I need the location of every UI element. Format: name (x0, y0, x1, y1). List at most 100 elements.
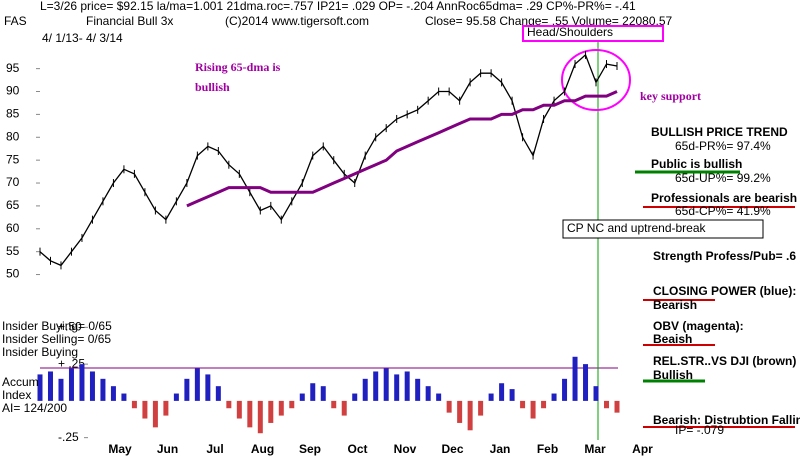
copyright: (C)2014 www.tigersoft.com (225, 14, 369, 28)
y-tick-label: 90 (6, 84, 20, 98)
accum-bar (194, 368, 200, 401)
accum-bar (68, 368, 74, 401)
accum-bar (562, 378, 568, 401)
accum-bar (383, 368, 389, 401)
y-tick-label: 70 (6, 175, 20, 189)
side-note: OBV (magenta): (653, 319, 744, 333)
accum-bar (173, 393, 179, 401)
x-tick-label: Nov (394, 442, 417, 456)
accum-bar (572, 356, 578, 401)
accum-bar (79, 364, 85, 401)
side-note: Bearish (653, 298, 697, 312)
label-box (562, 219, 764, 239)
accum-bar (457, 400, 463, 423)
annotation: key support (640, 89, 701, 103)
accum-bar (226, 400, 232, 409)
accum-bar (110, 386, 116, 401)
x-tick-label: Apr (632, 442, 653, 456)
accum-bar (163, 400, 169, 416)
accum-bar (310, 383, 316, 401)
annotation: CP NC and uptrend-break (567, 221, 707, 235)
side-note: BULLISH PRICE TREND (651, 125, 788, 139)
lower-label: Insider Buying= 0/65 (2, 319, 112, 333)
symbol: FAS (4, 14, 27, 28)
annotation: Rising 65-dma is (195, 60, 281, 74)
accum-bar (467, 400, 473, 431)
side-note: 65d-PR%= 97.4% (675, 139, 771, 153)
side-note: Bullish (653, 368, 693, 382)
accum-bar (530, 400, 536, 419)
accum-bar (236, 400, 242, 419)
y-tick-label: 85 (6, 107, 20, 121)
x-tick-label: Jul (206, 442, 223, 456)
accum-bar (341, 400, 347, 416)
x-tick-label: Aug (251, 442, 274, 456)
x-tick-label: Jan (490, 442, 511, 456)
y-tick-label: 80 (6, 129, 20, 143)
accum-bar (247, 400, 253, 428)
x-tick-label: Mar (584, 442, 606, 456)
price-line (39, 53, 618, 267)
accum-bar (278, 400, 284, 416)
date-range: 4/ 1/13- 4/ 3/14 (42, 31, 123, 45)
accum-bar (551, 393, 557, 401)
accum-bar (89, 371, 95, 401)
accum-bar (268, 400, 274, 423)
lower-label: Insider Buying (2, 345, 78, 359)
accum-bar (100, 378, 106, 401)
side-note: IP= -.079 (675, 423, 724, 437)
accum-bar (37, 374, 43, 401)
accum-bar (583, 364, 589, 401)
y-tick-label: 65 (6, 198, 20, 212)
accum-bar (593, 386, 599, 401)
accum-bar (446, 400, 452, 413)
accum-bar (394, 374, 400, 401)
x-tick-label: Oct (347, 442, 367, 456)
accum-bar (257, 400, 263, 434)
side-note: Bearish: Distrubtion Falling (653, 413, 800, 427)
side-note: REL.STR..VS DJI (brown) (653, 354, 796, 368)
x-tick-label: May (108, 442, 132, 456)
accum-tick-label: +.50 (58, 320, 82, 334)
accum-bar (520, 400, 526, 409)
side-note: Professionals are bearish (651, 191, 797, 205)
accum-bar (205, 374, 211, 401)
accum-bar (184, 378, 190, 401)
x-tick-label: Sep (299, 442, 321, 456)
y-tick-label: 60 (6, 221, 20, 235)
accum-bar (299, 393, 305, 401)
accum-bar (614, 400, 620, 413)
moving-average (186, 90, 618, 208)
accum-tick-label: -.25 (58, 430, 79, 444)
lower-label: Insider Selling= 0/65 (2, 332, 111, 346)
y-tick-label: 50 (6, 267, 20, 281)
x-tick-label: Feb (537, 442, 558, 456)
side-note: Strength Profess/Pub= .6 (653, 249, 796, 263)
side-note: Beaish (653, 332, 692, 346)
side-note: CLOSING POWER (blue): (653, 284, 796, 298)
accum-bar (131, 400, 137, 409)
accum-bar (499, 383, 505, 401)
y-tick-label: 75 (6, 152, 20, 166)
lower-label: Index (2, 388, 31, 402)
label-box (522, 25, 664, 42)
side-note: 65d-CP%= 41.9% (675, 204, 771, 218)
accum-bar (425, 386, 431, 401)
accum-bar (488, 393, 494, 401)
accum-bar (215, 386, 221, 401)
accum-bar (320, 386, 326, 401)
accum-bar (404, 371, 410, 401)
side-note: 65d-UP%= 99.2% (675, 171, 771, 185)
accum-bar (436, 393, 442, 401)
accum-bar (415, 378, 421, 401)
accum-bar (289, 400, 295, 409)
close: Close= 95.58 Change= .55 Volume= 22080.5… (425, 14, 673, 28)
accum-bar (142, 400, 148, 419)
side-note: Public is bullish (651, 157, 742, 171)
highlight-ellipse (561, 49, 631, 111)
lower-label: AI= 124/200 (2, 401, 67, 415)
accum-bar (541, 400, 547, 409)
accum-tick-label: + .25 (58, 356, 85, 370)
accum-bar (121, 393, 127, 401)
